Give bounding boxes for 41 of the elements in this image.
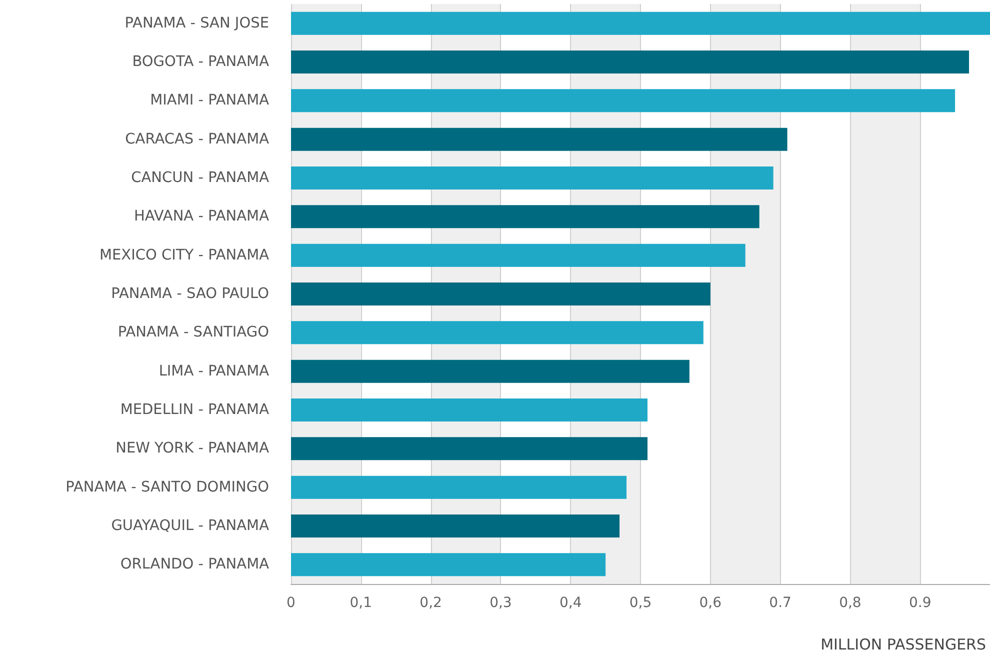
y-tick-label: BOGOTA - PANAMA — [132, 54, 270, 70]
bar — [291, 128, 788, 151]
bar — [291, 244, 746, 267]
y-tick-label: MEXICO CITY - PANAMA — [99, 247, 270, 264]
bar — [291, 514, 620, 538]
y-tick-label: HAVANA - PANAMA — [134, 208, 270, 225]
bar — [291, 398, 648, 422]
bar — [291, 553, 606, 576]
x-tick-label: 0,2 — [420, 595, 442, 611]
y-tick-label: ORLANDO - PANAMA — [120, 556, 270, 573]
x-tick-label: 0.9 — [908, 595, 932, 611]
x-axis-title: MILLION PASSENGERS — [820, 636, 986, 654]
bar — [291, 282, 710, 306]
x-tick-label: 0.7 — [769, 595, 792, 611]
bar — [291, 205, 760, 228]
y-tick-label: CARACAS - PANAMA — [125, 131, 270, 148]
y-tick-label: MIAMI - PANAMA — [150, 92, 270, 109]
bar — [291, 89, 956, 112]
y-tick-label: CANCUN - PANAMA — [131, 170, 270, 186]
y-tick-label: MEDELLIN - PANAMA — [120, 402, 270, 418]
y-tick-label: PANAMA - SANTIAGO — [118, 324, 269, 341]
x-tick-label: 0,4 — [559, 595, 582, 611]
y-tick-label: PANAMA - SANTO DOMINGO — [66, 479, 269, 496]
x-tick-label: 0,3 — [490, 595, 512, 611]
bar — [291, 360, 690, 383]
y-tick-label: GUAYAQUIL - PANAMA — [111, 518, 270, 534]
bar — [291, 476, 627, 499]
y-tick-label: NEW YORK - PANAMA — [116, 440, 270, 457]
x-tick-label: 0,5 — [629, 595, 652, 611]
x-tick-label: 0 — [286, 595, 296, 611]
bar — [291, 12, 990, 35]
y-tick-label: PANAMA - SAO PAULO — [111, 286, 269, 302]
bar — [291, 50, 970, 74]
y-tick-label: LIMA - PANAMA — [158, 363, 270, 380]
y-tick-label: PANAMA - SAN JOSE — [124, 15, 269, 32]
x-tick-label: 0,8 — [839, 595, 862, 611]
bar — [291, 437, 648, 460]
x-tick-label: 0,1 — [350, 595, 372, 611]
bar — [291, 321, 704, 344]
bar — [291, 166, 774, 190]
x-tick-label: 0,6 — [699, 595, 722, 611]
